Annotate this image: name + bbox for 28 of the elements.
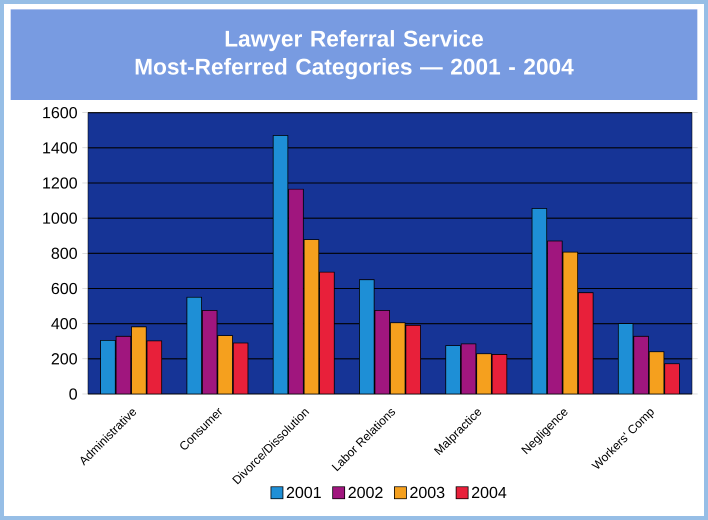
legend-label: 2001: [286, 486, 321, 498]
legend-label: 2002: [348, 486, 383, 498]
bar: [217, 335, 233, 394]
bar: [618, 323, 634, 394]
y-tick-label: 1000: [43, 212, 77, 224]
bar: [304, 239, 320, 394]
bar: [272, 135, 288, 394]
bar: [390, 322, 406, 394]
bar: [100, 340, 116, 394]
bar: [562, 252, 578, 394]
bar: [445, 345, 461, 394]
legend-label: 2004: [472, 486, 506, 498]
y-tick-label: 600: [52, 282, 77, 294]
bar: [359, 279, 375, 394]
bar: [648, 351, 664, 394]
y-tick-label: 400: [51, 318, 77, 330]
bar: [476, 353, 492, 394]
y-tick-label: 800: [52, 248, 77, 259]
y-tick-label: 1200: [43, 177, 77, 189]
bar: [532, 208, 548, 394]
y-tick-label: 200: [52, 353, 77, 364]
bar: [186, 296, 202, 394]
y-tick-label: 1400: [43, 142, 77, 154]
y-tick-label: 1600: [43, 107, 77, 118]
legend-label: 2003: [410, 486, 444, 498]
bar: [131, 326, 147, 394]
chart-title: Lawyer Referral Service Most-Referred Categories — 2001 - 2004: [136, 30, 574, 80]
y-tick-label: 0: [69, 388, 77, 400]
